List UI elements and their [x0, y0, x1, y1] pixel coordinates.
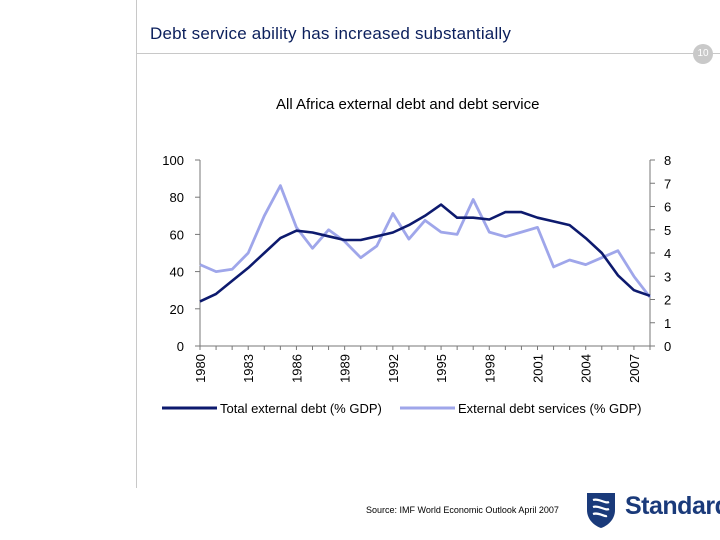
line-chart: 0 20 40 60 80 100 0 1 2 3 4 5 6 7 8 1980 1983 1986 1989 199…	[162, 153, 671, 416]
y-right-tick-label: 6	[664, 200, 671, 215]
legend-label: External debt services (% GDP)	[458, 401, 642, 416]
x-tick-label: 1989	[338, 354, 353, 383]
x-tick-label: 2007	[627, 354, 642, 383]
y-right-tick-label: 0	[664, 339, 671, 354]
x-tick-label: 1995	[434, 354, 449, 383]
x-tick-label: 1986	[289, 354, 304, 383]
slide-title: Debt service ability has increased subst…	[150, 24, 512, 43]
logo-wordmark: Standard	[625, 492, 720, 520]
chart-legend: Total external debt (% GDP) External debt…	[162, 401, 642, 416]
shield-icon	[587, 493, 615, 528]
chart-title: All Africa external debt and debt servic…	[276, 96, 540, 113]
y-right-tick-label: 2	[664, 293, 671, 308]
y-left-tick-label: 60	[170, 227, 184, 242]
legend-label: Total external debt (% GDP)	[220, 401, 382, 416]
y-right-tick-label: 3	[664, 269, 671, 284]
series-line-external-debt-services	[199, 184, 652, 299]
y-right-tick-label: 4	[664, 246, 671, 261]
x-tick-label: 1992	[386, 354, 401, 383]
source-note: Source: IMF World Economic Outlook April…	[366, 505, 559, 515]
chart-axes: 0 20 40 60 80 100 0 1 2 3 4 5 6 7 8 1980 1983 1986 1989 199…	[162, 153, 671, 383]
y-right-tick-label: 1	[664, 316, 671, 331]
y-right-tick-label: 7	[664, 176, 671, 191]
standard-bank-logo: Standard	[583, 490, 720, 530]
y-right-tick-label: 5	[664, 223, 671, 238]
x-tick-label: 1998	[482, 354, 497, 383]
series-line-total-external-debt	[199, 203, 651, 303]
y-left-tick-label: 100	[162, 153, 184, 168]
x-tick-label: 1983	[241, 354, 256, 383]
y-left-tick-label: 40	[170, 265, 184, 280]
y-left-tick-label: 20	[170, 302, 184, 317]
y-right-tick-label: 8	[664, 153, 671, 168]
y-left-tick-label: 80	[170, 190, 184, 205]
y-left-tick-label: 0	[177, 339, 184, 354]
chart-plot-area	[199, 184, 652, 303]
x-tick-label: 2001	[531, 354, 546, 383]
header-divider	[136, 53, 720, 54]
x-tick-label: 1980	[193, 354, 208, 383]
left-divider	[136, 0, 137, 488]
x-tick-label: 2004	[579, 354, 594, 383]
page-number-badge: 10	[693, 44, 713, 64]
